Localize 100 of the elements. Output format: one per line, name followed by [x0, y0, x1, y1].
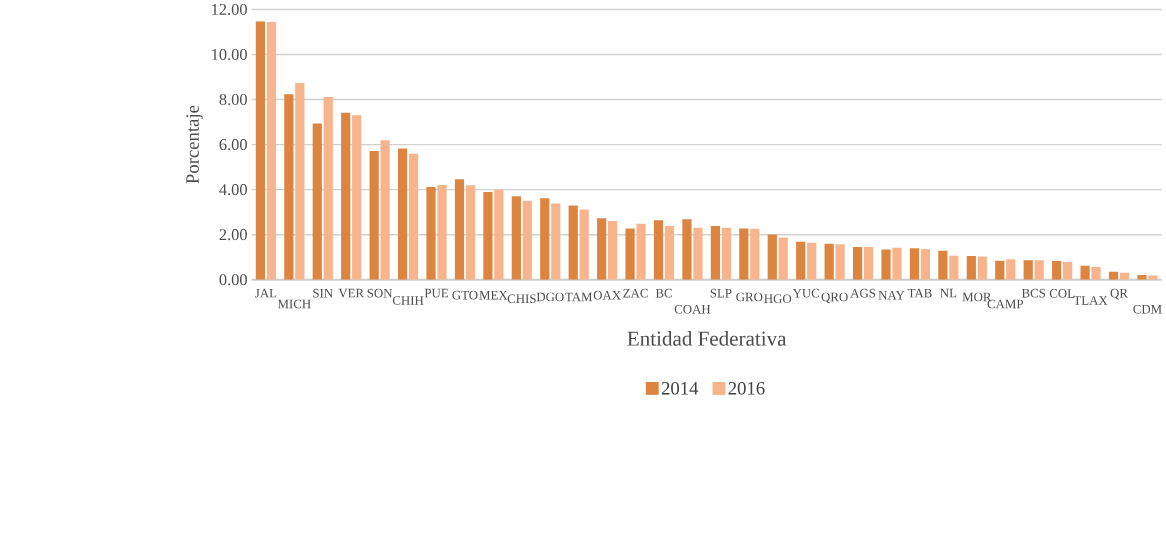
bar — [750, 228, 760, 280]
bar — [636, 223, 646, 280]
y-tick-label: 6.00 — [219, 138, 247, 150]
bar — [1063, 261, 1073, 280]
bar — [682, 218, 692, 280]
bar — [1080, 265, 1090, 280]
y-axis-title: Porcentaje — [186, 105, 203, 184]
bar — [295, 82, 305, 280]
bar — [369, 150, 379, 280]
bar — [863, 246, 874, 280]
x-tick-label: BCS — [1021, 288, 1046, 298]
y-tick-label: 4.00 — [219, 183, 247, 195]
bar — [266, 21, 276, 280]
y-tick-label: 10.00 — [212, 48, 247, 60]
bar — [454, 179, 465, 280]
bar — [608, 220, 618, 280]
bar — [1137, 274, 1147, 280]
x-tick-label: CHIS — [507, 294, 536, 303]
x-tick-label: COL — [1049, 288, 1075, 298]
x-tick-label: HGO — [764, 294, 792, 303]
bar — [909, 247, 920, 280]
x-tick-label: QR — [1110, 288, 1128, 300]
bar — [522, 200, 532, 280]
bar — [511, 195, 521, 280]
bar — [767, 234, 777, 280]
x-tick-label: MICH — [277, 299, 311, 309]
x-tick-label: QRO — [821, 292, 848, 303]
bar — [426, 186, 436, 280]
bar — [881, 249, 891, 280]
bar — [835, 244, 845, 280]
x-tick-label: VER — [338, 288, 365, 298]
bar — [693, 227, 703, 280]
x-tick-label: JAL — [255, 288, 277, 298]
x-tick-label: TAM — [565, 292, 593, 301]
bar — [323, 96, 333, 280]
bar — [920, 248, 931, 280]
bar — [966, 255, 976, 280]
x-tick-label: SIN — [313, 288, 333, 298]
bar — [341, 112, 351, 280]
x-tick-label: TLAX — [1073, 295, 1108, 305]
bar — [938, 250, 948, 280]
y-tick-label: 8.00 — [219, 93, 247, 105]
x-tick-label: SON — [367, 288, 393, 298]
x-tick-label: GTO — [452, 290, 478, 300]
x-tick-label: GRO — [736, 292, 763, 302]
x-tick-label: ZAC — [623, 288, 648, 298]
bar — [1052, 260, 1062, 280]
x-tick-label: CHIH — [392, 295, 424, 305]
x-tick-label: YUC — [792, 288, 820, 298]
bar — [255, 20, 266, 280]
bar — [551, 203, 561, 280]
x-tick-label: TAB — [907, 288, 932, 298]
bar — [579, 209, 589, 280]
bar — [312, 123, 322, 280]
x-axis-title: Entidad Federativa — [627, 330, 787, 346]
bar — [568, 205, 578, 280]
bar — [739, 228, 749, 280]
x-tick-label: OAX — [593, 290, 621, 300]
bar — [1091, 266, 1101, 280]
x-tick-label: SLP — [710, 288, 732, 298]
bar — [352, 115, 362, 280]
bar — [796, 241, 806, 280]
bar — [284, 94, 294, 280]
bar — [892, 247, 902, 280]
bar — [408, 153, 419, 280]
x-tick-label: PUE — [424, 288, 449, 298]
x-tick-label: AGS — [850, 288, 876, 298]
bar — [380, 140, 390, 280]
bar — [483, 191, 493, 280]
bar — [824, 243, 834, 280]
x-tick-label: CDM — [1133, 304, 1162, 314]
bar — [437, 184, 447, 280]
x-tick-label: MEX — [479, 290, 508, 300]
y-tick-label: 2.00 — [219, 228, 247, 241]
bar — [625, 228, 635, 280]
bar — [949, 255, 959, 280]
bar — [807, 242, 817, 280]
bar — [597, 218, 607, 280]
bar — [1023, 259, 1033, 280]
x-tick-label: COAH — [674, 304, 711, 314]
bar — [977, 256, 987, 280]
bar — [465, 184, 476, 280]
bar — [1034, 260, 1044, 280]
bar — [1148, 275, 1158, 280]
legend-label: 2014 — [661, 381, 699, 395]
bar — [778, 237, 788, 280]
x-tick-label: NL — [940, 288, 957, 298]
bar — [664, 225, 675, 280]
y-tick-label: 0.00 — [219, 273, 247, 286]
bar — [721, 227, 731, 280]
bar — [494, 189, 504, 280]
bar — [852, 246, 863, 280]
x-tick-label: BC — [655, 288, 672, 298]
bar — [995, 260, 1005, 280]
bar — [397, 148, 408, 280]
bar — [540, 197, 550, 280]
x-tick-label: NAY — [878, 290, 905, 300]
bar — [1006, 259, 1016, 280]
bar — [653, 220, 664, 280]
x-tick-label: DGO — [536, 292, 564, 302]
